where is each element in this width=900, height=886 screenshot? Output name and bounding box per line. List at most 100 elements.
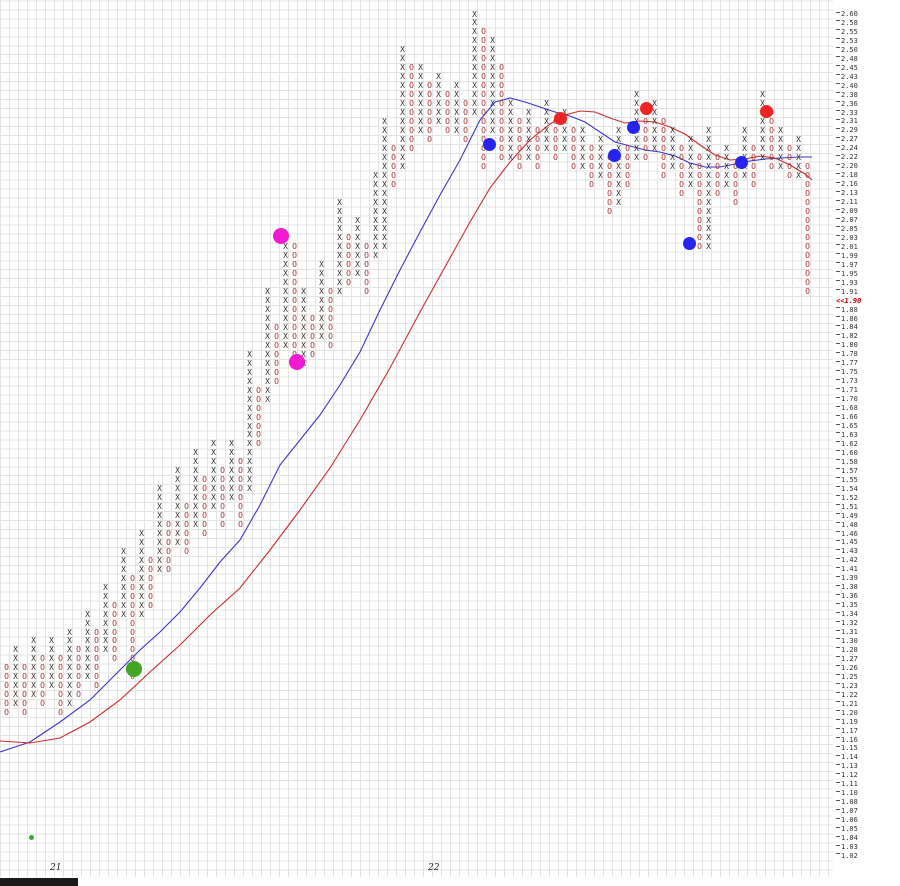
axis-tick [836,38,840,43]
pnf-o-glyph: O [553,125,558,135]
axis-tick [836,154,840,160]
pnf-x-glyph: X [472,27,477,37]
pnf-x-glyph: X [265,340,270,350]
pnf-o-glyph: O [292,278,297,288]
pnf-o-glyph: O [220,520,225,530]
pnf-x-glyph: X [355,251,360,261]
pnf-x-glyph: X [229,493,234,503]
axis-tick [836,584,840,590]
pnf-x-glyph: X [31,681,36,691]
pnf-x-glyph: X [229,466,234,476]
pnf-x-glyph: X [544,125,549,135]
pnf-o-glyph: O [463,134,468,144]
price-label: 1.55 [841,475,858,484]
price-axis-row: 1.03 [836,843,858,851]
pnf-x-glyph: X [49,681,54,691]
pnf-o-glyph: O [661,152,666,162]
axis-tick [836,450,840,455]
price-axis-row: 1.31 [836,628,858,636]
pnf-x-glyph: X [562,134,567,144]
pnf-x-glyph: X [265,296,270,306]
price-axis-row: 1.84 [836,323,858,331]
pnf-x-glyph: X [247,403,252,413]
pnf-x-glyph: X [382,197,387,207]
price-axis-row: 1.63 [836,431,858,439]
pnf-x-glyph: X [778,152,783,162]
pnf-x-glyph: X [121,600,126,610]
pnf-o-glyph: O [184,502,189,512]
price-axis-row: 1.08 [836,798,858,806]
pnf-x-glyph: X [13,645,18,655]
price-axis-row: 2.18 [836,171,858,179]
pnf-o-glyph: O [679,161,684,171]
pnf-o-glyph: O [751,179,756,189]
pnf-x-glyph: X [472,9,477,19]
pnf-x-glyph: X [382,161,387,171]
pnf-x-glyph: X [13,690,18,700]
pnf-x-glyph: X [400,125,405,135]
pnf-x-glyph: X [67,627,72,637]
pnf-x-glyph: X [139,529,144,538]
pnf-o-glyph: O [499,152,504,162]
pnf-x-glyph: X [373,233,378,243]
blue-ma-line [0,97,812,753]
pnf-o-glyph: O [643,125,648,135]
pnf-o-glyph: O [427,134,432,144]
pnf-o-glyph: O [481,161,486,171]
price-axis-row: 1.28 [836,646,858,654]
price-axis-row: 1.04 [836,834,858,842]
pnf-o-glyph: O [697,152,702,162]
pnf-o-glyph: O [76,645,81,655]
pnf-o-glyph: O [481,36,486,46]
pnf-o-glyph: O [364,287,369,297]
pnf-o-glyph: O [679,143,684,153]
price-axis-row: 1.62 [836,440,858,448]
pnf-x-glyph: X [688,143,693,153]
pnf-x-glyph: X [319,322,324,332]
pnf-x-glyph: X [67,672,72,682]
pnf-x-glyph: X [418,125,423,135]
pnf-x-glyph: X [139,573,144,583]
pnf-x-glyph: X [382,224,387,234]
pnf-o-glyph: O [328,322,333,332]
pnf-x-glyph: X [760,125,765,135]
pnf-x-glyph: X [526,116,531,126]
pnf-o-glyph: O [589,152,594,162]
pnf-x-glyph: X [400,143,405,153]
axis-tick [836,754,840,760]
pnf-x-glyph: X [337,215,342,225]
pnf-o-glyph: O [481,125,486,135]
price-axis-row: 2.05 [836,225,858,233]
pnf-x-glyph: X [13,654,18,664]
pnf-o-glyph: O [517,125,522,135]
pnf-x-glyph: X [283,278,288,288]
pnf-x-glyph: X [103,627,108,637]
pnf-o-glyph: O [427,125,432,135]
price-label: 1.62 [841,439,858,448]
pnf-x-glyph: X [373,224,378,234]
pnf-o-glyph: O [805,233,810,243]
price-axis-row: 1.42 [836,556,858,564]
pnf-x-glyph: X [436,72,441,82]
price-label: 1.07 [841,807,858,816]
price-label: 2.38 [841,90,858,99]
pnf-o-glyph: O [346,242,351,252]
pnf-x-glyph: X [490,125,495,135]
price-axis-row: 1.45 [836,538,858,546]
blue-signal-dot [482,137,496,151]
pnf-o-glyph: O [94,627,99,637]
magenta-signal-dot [289,354,305,370]
pnf-x-glyph: X [472,36,477,46]
axis-tick [836,378,840,384]
pnf-o-glyph: O [220,475,225,485]
pnf-o-glyph: O [4,699,9,709]
price-label: 1.60 [841,448,858,457]
pnf-o-glyph: O [499,81,504,91]
pnf-x-glyph: X [598,143,603,153]
pnf-o-glyph: O [292,305,297,315]
price-axis-row: 1.66 [836,413,858,421]
pnf-x-glyph: X [454,116,459,126]
pnf-o-glyph: O [715,170,720,180]
pnf-o-glyph: O [697,215,702,225]
